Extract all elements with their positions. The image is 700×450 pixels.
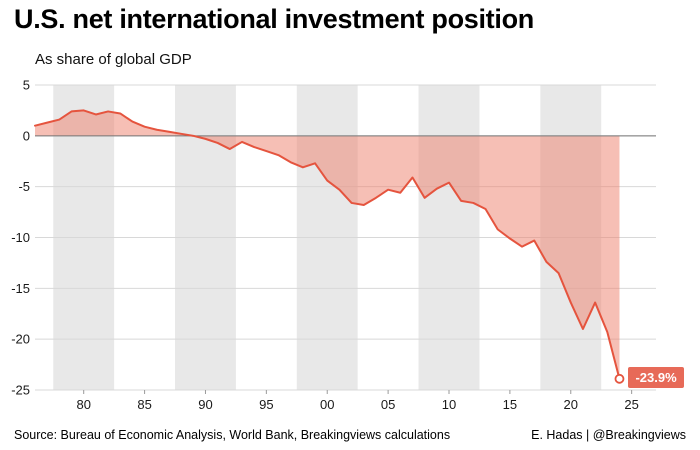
- x-tick-label: 15: [503, 397, 517, 412]
- x-tick-label: 85: [137, 397, 151, 412]
- x-tick-label: 25: [624, 397, 638, 412]
- y-tick-label: 0: [23, 128, 30, 143]
- y-tick-label: -15: [11, 281, 30, 296]
- x-axis-labels: 80 85 90 95 00 05 10 15 20 25: [76, 390, 639, 412]
- y-axis-labels: 5 0 -5 -10 -15 -20 -25: [11, 78, 30, 398]
- y-tick-label: 5: [23, 78, 30, 93]
- y-tick-label: -25: [11, 383, 30, 398]
- source-note: Source: Bureau of Economic Analysis, Wor…: [14, 428, 451, 442]
- area-fill: [35, 110, 620, 379]
- series-line: [34, 109, 621, 380]
- y-tick-label: -10: [11, 230, 30, 245]
- chart-subtitle: As share of global GDP: [35, 51, 192, 68]
- chart-title: U.S. net international investment positi…: [14, 4, 534, 34]
- y-tick-label: -20: [11, 332, 30, 347]
- x-tick-label: 20: [564, 397, 578, 412]
- end-value-label: -23.9%: [628, 366, 684, 388]
- x-tick-label: 00: [320, 397, 334, 412]
- x-tick-label: 05: [381, 397, 395, 412]
- credit-note: E. Hadas | @Breakingviews: [531, 428, 686, 442]
- x-tick-label: 10: [442, 397, 456, 412]
- y-tick-label: -5: [18, 179, 30, 194]
- x-tick-label: 90: [198, 397, 212, 412]
- endpoint-marker: [614, 373, 625, 384]
- x-tick-label: 80: [76, 397, 90, 412]
- footer: Source: Bureau of Economic Analysis, Wor…: [0, 428, 700, 442]
- x-tick-label: 95: [259, 397, 273, 412]
